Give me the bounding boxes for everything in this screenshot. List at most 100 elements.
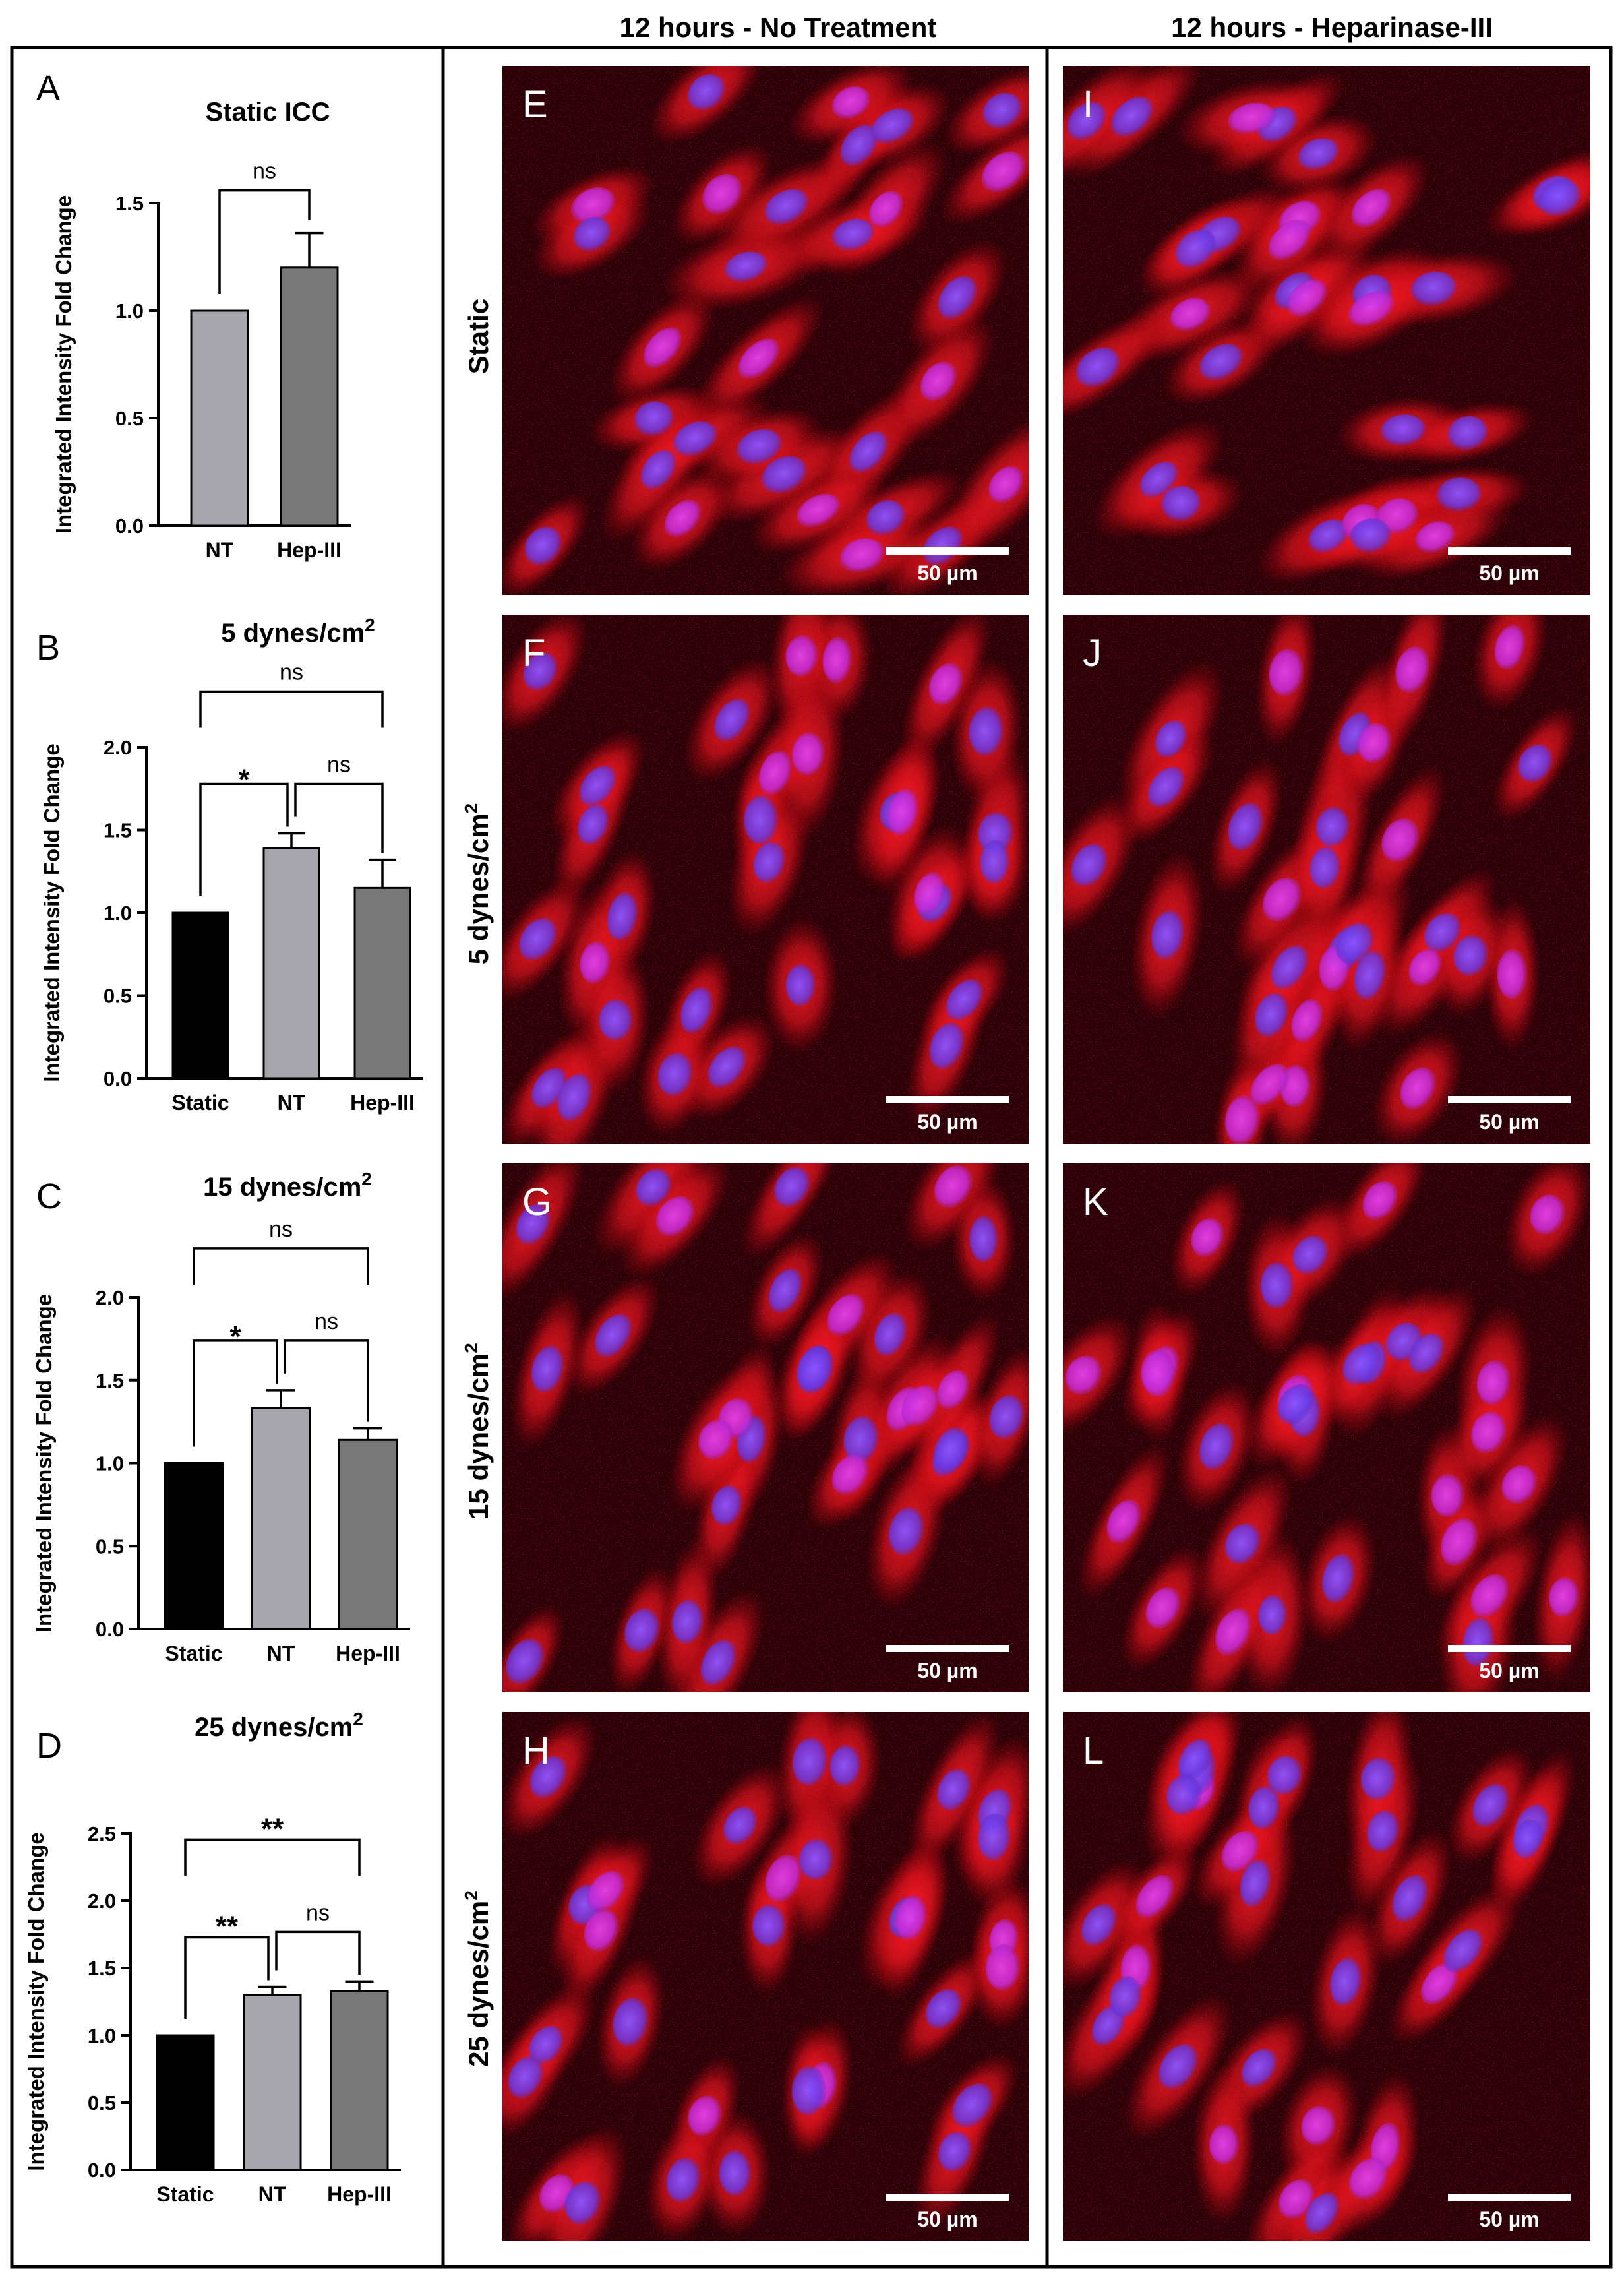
chart-title-text: 5 dynes/cm [221, 619, 365, 648]
nucleus [937, 1769, 972, 1811]
panel-letter: A [36, 69, 60, 108]
nucleus [564, 2181, 601, 2225]
nucleus [700, 1639, 737, 1686]
nucleus [1170, 297, 1211, 332]
row-label: 5 dynes/cm2 [461, 803, 494, 964]
nucleus [1494, 625, 1526, 670]
nucleus [688, 2095, 723, 2136]
row-label-superscript: 2 [461, 803, 481, 814]
nucleus [1351, 189, 1392, 228]
nucleus [913, 872, 946, 915]
micrograph-content [1063, 1712, 1590, 2241]
nucleus [1400, 1067, 1437, 1110]
panel-letter: I [1083, 83, 1093, 126]
y-axis-label: Integrated Intensity Fold Change [51, 195, 76, 534]
significance-label: ns [306, 1900, 330, 1925]
nucleus [829, 1744, 861, 1787]
nucleus [933, 1427, 969, 1473]
nucleus [1221, 1830, 1260, 1872]
scale-bar-label: 50 µm [1479, 1659, 1539, 1682]
significance-bracket [199, 782, 289, 896]
nucleus [1240, 1859, 1272, 1907]
y-tick-label: 0.0 [88, 2159, 116, 2182]
nucleus [1166, 1774, 1202, 1816]
significance-label: ns [327, 753, 351, 778]
significance-bracket [218, 189, 311, 294]
significance-label: ns [280, 660, 303, 685]
micrograph-content [1063, 1163, 1590, 1692]
y-tick-label: 0.0 [96, 1618, 124, 1641]
chart-title: Static ICC [206, 98, 330, 127]
nucleus [657, 1052, 694, 1096]
nucleus [1287, 279, 1327, 317]
nucleus [981, 151, 1026, 193]
micrograph-H: H 50 µm [502, 1712, 1029, 2241]
nucleus [1392, 1874, 1428, 1922]
nucleus [1248, 1785, 1280, 1830]
panel-letter: G [522, 1181, 552, 1223]
scale-bar [1448, 547, 1571, 555]
nucleus [1109, 1976, 1143, 2018]
chart-panel-D: D 25 dynes/cm2 Integrated Intensity Fold C… [24, 1709, 401, 2206]
row-label-superscript: 2 [461, 1890, 481, 1901]
nucleus [1271, 945, 1309, 990]
bar-static [156, 2034, 215, 2171]
nucleus [1443, 1929, 1484, 1973]
nucleus [1408, 948, 1443, 987]
micrograph-J: J 50 µm [1063, 615, 1590, 1144]
nucleus [1255, 993, 1289, 1037]
nucleus [831, 86, 870, 120]
nucleus [1395, 646, 1430, 693]
nucleus [1139, 461, 1178, 498]
panel-letter: C [36, 1177, 62, 1216]
scale-bar [886, 1096, 1009, 1103]
nucleus [673, 421, 717, 457]
nucleus [1349, 2157, 1389, 2200]
nucleus [1067, 102, 1107, 140]
scale-bar [886, 2194, 1009, 2201]
y-tick-label: 2.5 [88, 1822, 116, 1845]
row-label-text: Static [463, 299, 494, 374]
nucleus [797, 1345, 834, 1394]
nucleus [901, 1385, 940, 1427]
row-label-superscript: 2 [461, 1343, 481, 1353]
nucleus [711, 1485, 743, 1525]
nucleus [1453, 935, 1489, 976]
y-tick-label: 1.5 [104, 819, 132, 842]
y-tick-label: 1.0 [115, 299, 144, 323]
nucleus [938, 276, 978, 319]
nucleus [624, 1608, 661, 1653]
nucleus [1209, 2124, 1240, 2165]
nucleus [1175, 230, 1217, 269]
nucleus [1308, 519, 1349, 553]
y-tick-label: 2.0 [96, 1286, 124, 1309]
chart-panel-A: A Static ICC Integrated Intensity Fold Cha… [36, 69, 351, 562]
significance-bracket [275, 1930, 361, 1975]
nucleus [792, 1737, 828, 1786]
micrograph-F: F 50 µm [502, 615, 1029, 1144]
nucleus [764, 189, 809, 226]
row-label: 15 dynes/cm2 [461, 1343, 494, 1520]
nucleus [1298, 138, 1339, 170]
nucleus [785, 635, 819, 677]
x-tick-label: Static [156, 2182, 214, 2206]
nucleus [938, 2131, 973, 2172]
chart-title-superscript: 2 [365, 615, 375, 635]
micrograph-content [502, 615, 1029, 1144]
x-tick-label: Static [165, 1642, 222, 1665]
column-header-no-treatment: 12 hours - No Treatment [620, 12, 937, 43]
nucleus [643, 327, 682, 369]
nucleus [827, 1293, 866, 1336]
nucleus [573, 216, 611, 252]
nucleus [822, 636, 853, 683]
micrograph-K: K 50 µm [1063, 1163, 1590, 1692]
nucleus [752, 1904, 787, 1947]
x-tick-label: Static [171, 1091, 229, 1115]
nucleus [1305, 2192, 1340, 2234]
nucleus [798, 1839, 834, 1880]
micrograph-panels: E 50 µm I 50 µm F 50 µm J 50 µm G 50 µm K 50 µm H 50 … [502, 66, 1590, 2241]
nucleus [557, 1073, 593, 1121]
nucleus [1447, 416, 1488, 450]
x-tick-label: Hep-III [327, 2182, 392, 2206]
